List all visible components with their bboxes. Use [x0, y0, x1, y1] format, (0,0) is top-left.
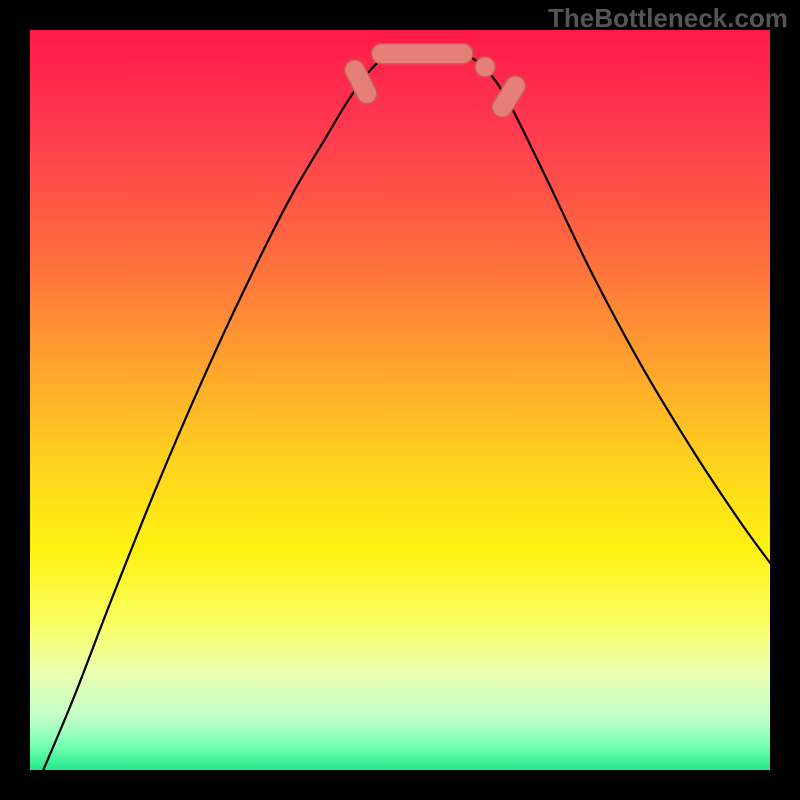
plot-background [30, 30, 770, 770]
chart-svg [0, 0, 800, 800]
marker-point [475, 57, 495, 77]
marker-capsule [372, 44, 473, 64]
watermark-text: TheBottleneck.com [548, 3, 788, 34]
